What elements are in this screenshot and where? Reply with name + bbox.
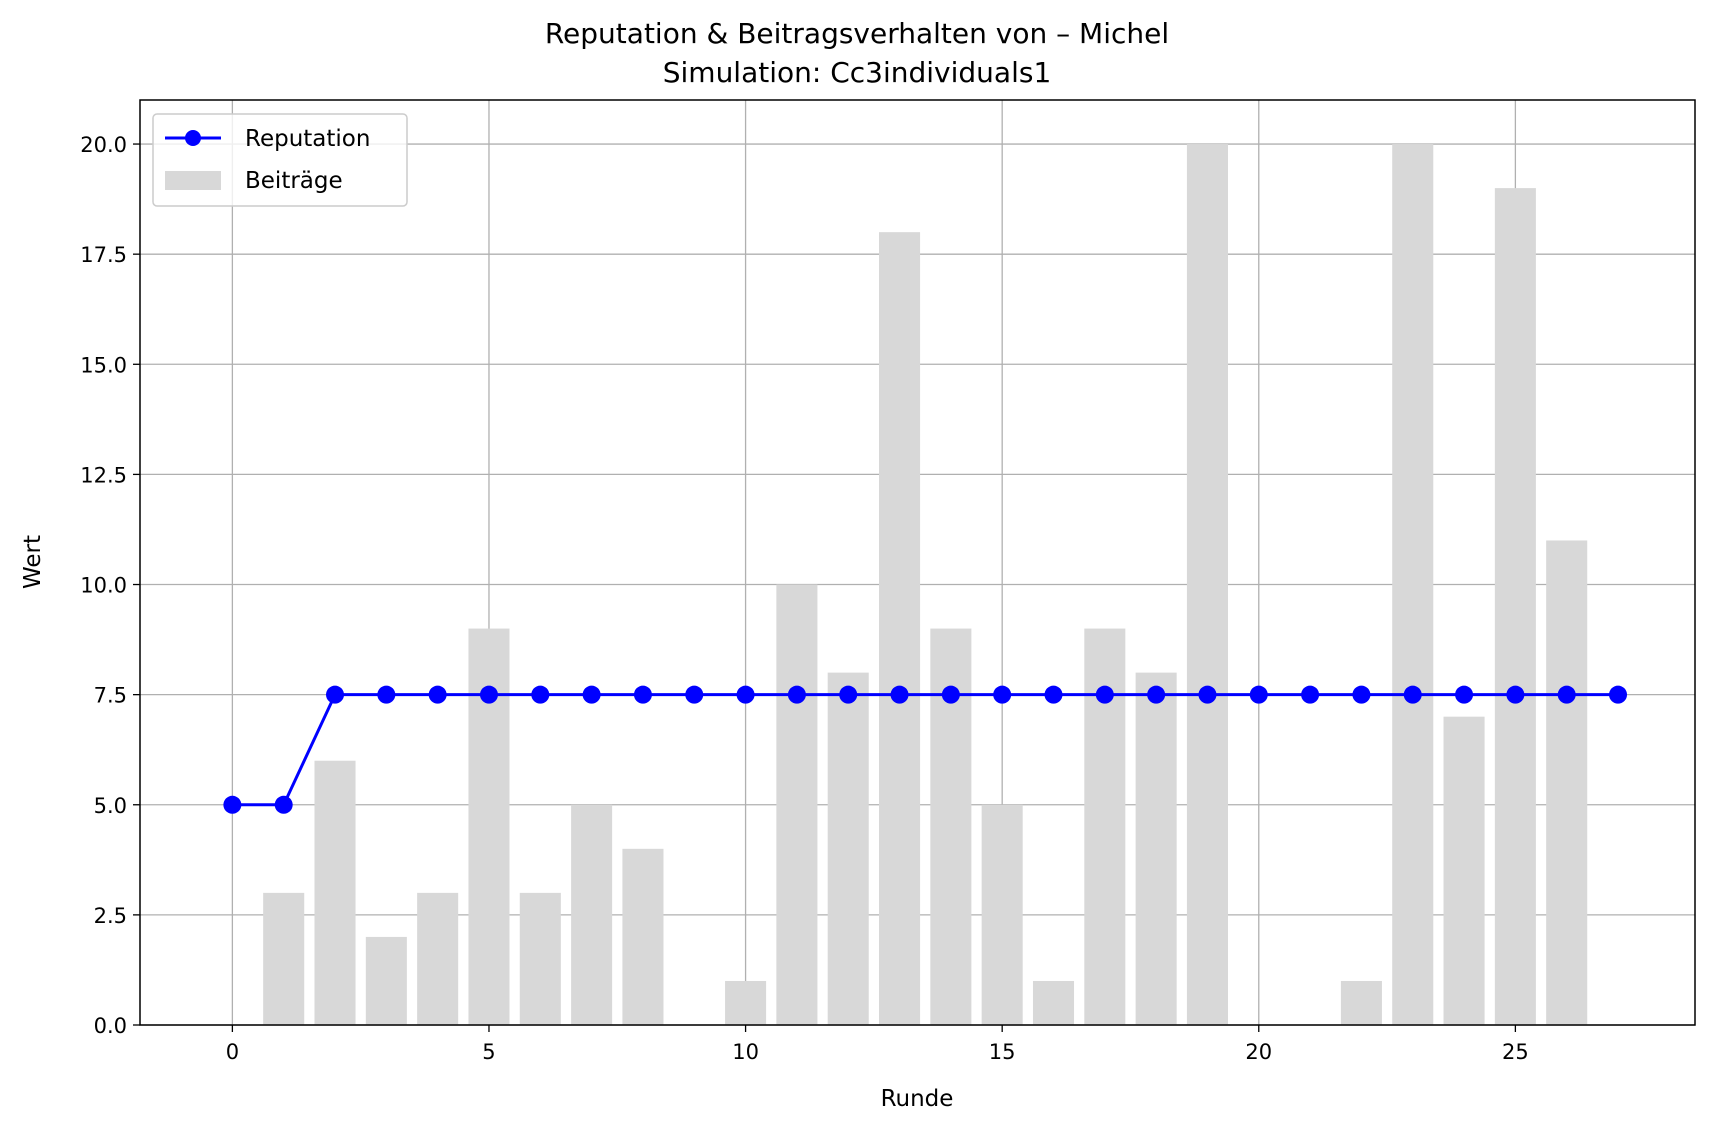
bar-beitraege bbox=[827, 672, 869, 1025]
reputation-point bbox=[531, 685, 550, 704]
legend-label-reputation: Reputation bbox=[245, 126, 370, 152]
reputation-point bbox=[582, 685, 601, 704]
y-axis-ticks: 0.0 2.5 5.0 7.5 10.0 12.5 15.0 17.5 20.0 bbox=[80, 133, 140, 1038]
y-tick-label: 0.0 bbox=[94, 1014, 127, 1038]
legend-swatch-beitraege bbox=[165, 171, 221, 190]
bar-beitraege bbox=[417, 892, 459, 1025]
reputation-point bbox=[1249, 685, 1268, 704]
bar-beitraege bbox=[1340, 980, 1382, 1025]
reputation-point bbox=[941, 685, 960, 704]
reputation-point bbox=[1557, 685, 1576, 704]
legend-swatch-reputation-marker bbox=[185, 130, 201, 146]
reputation-point bbox=[1352, 685, 1371, 704]
reputation-point bbox=[326, 685, 345, 704]
y-tick-label: 10.0 bbox=[80, 574, 127, 598]
reputation-point bbox=[1198, 685, 1217, 704]
reputation-point bbox=[1147, 685, 1166, 704]
y-tick-label: 15.0 bbox=[80, 353, 127, 377]
x-tick-label: 5 bbox=[482, 1040, 495, 1064]
reputation-point bbox=[839, 685, 858, 704]
legend-label-beitraege: Beiträge bbox=[245, 168, 343, 194]
legend: Reputation Beiträge bbox=[152, 113, 408, 207]
reputation-line bbox=[232, 693, 1619, 807]
reputation-point bbox=[377, 685, 396, 704]
x-tick-label: 25 bbox=[1502, 1040, 1529, 1064]
bar-beitraege bbox=[1443, 716, 1485, 1025]
reputation-point bbox=[479, 685, 498, 704]
y-tick-label: 12.5 bbox=[80, 463, 127, 487]
x-tick-label: 0 bbox=[226, 1040, 239, 1064]
y-tick-label: 5.0 bbox=[94, 794, 127, 818]
reputation-point bbox=[633, 685, 652, 704]
y-axis-label: Wert bbox=[20, 535, 46, 589]
bars-series-beitraege bbox=[263, 144, 1588, 1026]
bar-beitraege bbox=[1392, 144, 1434, 1026]
chart-subtitle: Simulation: Cc3individuals1 bbox=[663, 56, 1052, 89]
y-tick-label: 7.5 bbox=[94, 684, 127, 708]
reputation-point bbox=[787, 685, 806, 704]
y-tick-label: 17.5 bbox=[80, 243, 127, 267]
bar-beitraege bbox=[365, 936, 407, 1025]
reputation-point bbox=[1403, 685, 1422, 704]
bar-beitraege bbox=[1546, 540, 1588, 1025]
x-axis-ticks: 0 5 10 15 20 25 bbox=[226, 1025, 1529, 1064]
bar-beitraege bbox=[981, 804, 1023, 1025]
reputation-point bbox=[1301, 685, 1320, 704]
reputation-point bbox=[890, 685, 909, 704]
bar-beitraege bbox=[263, 892, 305, 1025]
bar-beitraege bbox=[571, 804, 613, 1025]
bar-beitraege bbox=[1186, 144, 1228, 1026]
bar-beitraege bbox=[725, 980, 767, 1025]
reputation-point bbox=[993, 685, 1012, 704]
x-axis-label: Runde bbox=[881, 1086, 954, 1112]
reputation-point bbox=[1506, 685, 1525, 704]
bar-beitraege bbox=[1032, 980, 1075, 1025]
reputation-point bbox=[685, 685, 704, 704]
x-tick-label: 10 bbox=[732, 1040, 759, 1064]
x-tick-label: 20 bbox=[1245, 1040, 1272, 1064]
y-tick-label: 2.5 bbox=[94, 904, 127, 928]
reputation-point bbox=[1044, 685, 1063, 704]
bar-beitraege bbox=[776, 584, 818, 1025]
bar-beitraege bbox=[1494, 188, 1536, 1026]
bar-beitraege bbox=[879, 232, 921, 1026]
reputation-point bbox=[736, 685, 755, 704]
reputation-point bbox=[274, 795, 293, 814]
reputation-point bbox=[1609, 685, 1628, 704]
bar-beitraege bbox=[622, 848, 664, 1025]
line-series-reputation bbox=[223, 685, 1628, 814]
bar-beitraege bbox=[519, 892, 561, 1025]
chart-title: Reputation & Beitragsverhalten von – Mic… bbox=[545, 17, 1169, 50]
reputation-point bbox=[428, 685, 447, 704]
bar-beitraege bbox=[1135, 672, 1177, 1025]
y-tick-label: 20.0 bbox=[80, 133, 127, 157]
reputation-point bbox=[1095, 685, 1114, 704]
bar-beitraege bbox=[314, 760, 356, 1025]
x-tick-label: 15 bbox=[989, 1040, 1016, 1064]
plot-frame bbox=[139, 99, 1696, 1026]
reputation-point bbox=[1455, 685, 1474, 704]
reputation-point bbox=[223, 795, 242, 814]
